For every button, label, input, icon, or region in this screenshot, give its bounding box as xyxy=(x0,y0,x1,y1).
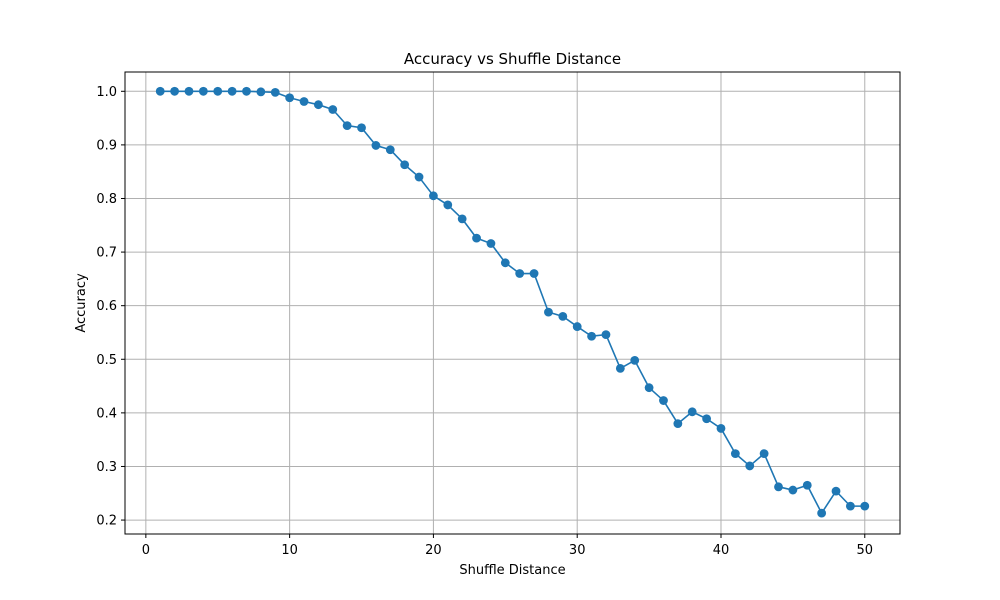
x-axis-label: Shuffle Distance xyxy=(459,563,565,578)
data-point xyxy=(716,424,726,433)
data-point xyxy=(745,461,755,471)
data-point xyxy=(443,200,453,210)
grid-lines xyxy=(125,72,900,534)
data-point xyxy=(184,86,194,96)
data-point xyxy=(788,485,798,495)
data-point xyxy=(515,269,525,278)
data-point xyxy=(860,501,870,511)
y-tick-label: 0.4 xyxy=(96,406,117,421)
data-point xyxy=(817,508,827,518)
data-point xyxy=(429,191,438,201)
data-point xyxy=(702,414,712,424)
data-point xyxy=(242,86,251,96)
data-point xyxy=(213,86,223,96)
data-point xyxy=(486,239,496,248)
data-point xyxy=(457,214,467,224)
x-tick-label: 30 xyxy=(569,543,586,558)
y-tick-label: 0.7 xyxy=(96,246,117,261)
data-point xyxy=(544,307,553,317)
y-tick-label: 0.2 xyxy=(96,514,117,529)
x-tick-label: 50 xyxy=(856,543,873,558)
data-point xyxy=(328,105,338,114)
y-tick-label: 0.6 xyxy=(96,299,117,314)
data-point xyxy=(730,449,740,459)
data-point xyxy=(371,141,381,150)
data-point xyxy=(673,419,683,428)
data-point xyxy=(285,93,295,103)
data-point xyxy=(500,258,510,268)
x-tick-label: 0 xyxy=(142,543,150,558)
data-point xyxy=(615,363,625,373)
data-point xyxy=(400,160,410,170)
data-point xyxy=(385,145,395,155)
data-point xyxy=(472,233,481,243)
x-axis: 0 10 20 30 40 50 xyxy=(142,534,873,558)
x-tick-label: 20 xyxy=(425,543,442,558)
data-point xyxy=(774,482,783,492)
x-tick-label: 40 xyxy=(713,543,730,558)
plot-area-frame xyxy=(124,71,901,535)
data-point xyxy=(299,97,309,106)
data-point xyxy=(587,331,596,341)
y-tick-label: 0.5 xyxy=(96,353,117,368)
y-axis: 0.2 0.3 0.4 0.5 0.6 0.7 0.8 0.9 1.0 xyxy=(96,85,125,529)
data-point xyxy=(342,121,352,130)
data-point xyxy=(227,86,237,96)
data-point xyxy=(630,355,640,365)
data-point xyxy=(270,87,280,97)
chart-title: Accuracy vs Shuffle Distance xyxy=(404,50,621,68)
data-point xyxy=(572,322,582,331)
data-point xyxy=(170,86,180,96)
data-point xyxy=(529,269,539,278)
data-series xyxy=(155,86,870,518)
data-point xyxy=(687,407,697,417)
x-tick-label: 10 xyxy=(281,543,298,558)
y-tick-label: 0.3 xyxy=(96,460,117,475)
data-point xyxy=(845,501,855,511)
data-point xyxy=(659,396,668,405)
data-point xyxy=(601,330,611,340)
y-tick-label: 1.0 xyxy=(96,85,117,100)
data-point xyxy=(831,486,841,496)
data-point xyxy=(198,86,208,96)
data-point xyxy=(155,86,165,96)
data-point xyxy=(256,87,266,97)
data-point xyxy=(644,383,654,393)
data-point xyxy=(558,311,568,321)
y-tick-label: 0.8 xyxy=(96,192,117,207)
data-point xyxy=(802,480,812,490)
y-tick-label: 0.9 xyxy=(96,138,117,153)
data-point xyxy=(414,172,424,182)
data-point xyxy=(357,123,366,133)
y-axis-label: Accuracy xyxy=(74,273,89,333)
data-point xyxy=(759,449,769,459)
data-point xyxy=(313,100,323,110)
